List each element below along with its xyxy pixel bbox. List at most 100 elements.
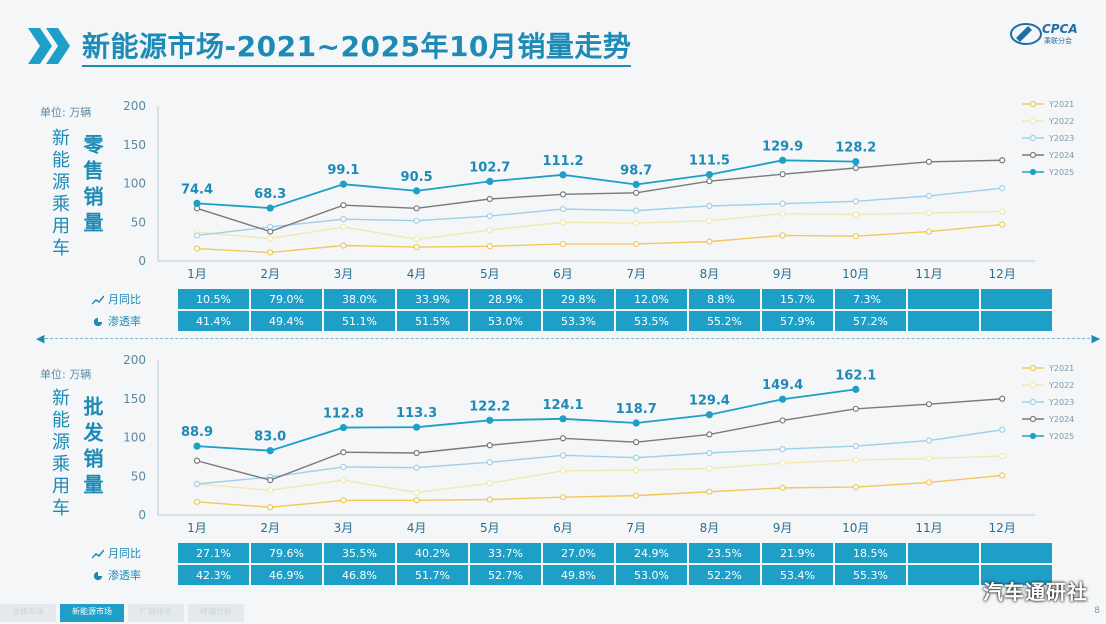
x-tick-label: 2月: [260, 267, 280, 281]
data-point: [706, 238, 713, 245]
wholesale-stats-table: 月同比 27.1% 79.6% 35.5% 40.2% 33.7% 27.0% 24.9% 23…: [88, 541, 1054, 587]
stats-cell: 51.7%: [397, 565, 468, 585]
data-point: [559, 415, 567, 423]
stats-cell: [908, 565, 979, 585]
side-title-wholesale: 新能源乘用车: [49, 388, 70, 520]
data-label-2025: 129.4: [689, 394, 730, 409]
stats-cell: [981, 311, 1052, 331]
data-point: [633, 189, 640, 196]
data-point: [340, 449, 347, 456]
data-point: [340, 477, 347, 484]
footer-tab-terminal[interactable]: 终端分析: [188, 604, 244, 622]
stats-cell: 46.8%: [324, 565, 395, 585]
cpca-logo-icon: [1010, 23, 1042, 45]
data-point: [706, 178, 713, 185]
data-label-2025: 88.9: [181, 425, 213, 440]
stats-cell: 51.1%: [324, 311, 395, 331]
x-tick-label: 10月: [842, 267, 869, 281]
stats-cell: 51.5%: [397, 311, 468, 331]
title-chevron-icon: [28, 28, 70, 64]
data-point: [706, 488, 713, 495]
data-point: [633, 492, 640, 499]
legend-label: Y2025: [1048, 432, 1074, 441]
stats-cell: 49.4%: [251, 311, 322, 331]
data-point: [706, 202, 713, 210]
data-label-2025: 102.7: [469, 160, 510, 175]
data-point: [559, 467, 567, 474]
data-point: [706, 431, 713, 438]
data-point: [852, 385, 860, 393]
data-point: [413, 187, 421, 195]
stats-cell: [908, 543, 979, 563]
legend-marker: [1029, 381, 1037, 389]
data-point: [413, 497, 420, 504]
data-point: [852, 233, 859, 240]
stats-cell: 33.9%: [397, 289, 468, 309]
data-point: [340, 463, 347, 471]
data-point: [340, 202, 347, 209]
footer-tab-ranking[interactable]: 厂商排名: [128, 604, 184, 622]
data-point: [486, 480, 493, 487]
stats-row: 渗透率 42.3% 46.9% 46.8% 51.7% 52.7% 49.8% 53.0% 52…: [90, 565, 1052, 585]
data-point: [559, 191, 567, 198]
data-point: [266, 447, 274, 455]
data-point: [340, 497, 347, 504]
data-point: [193, 232, 201, 239]
data-label-2025: 111.5: [689, 154, 730, 169]
x-tick-label: 12月: [989, 521, 1016, 535]
x-tick-label: 3月: [334, 521, 354, 535]
stats-cell: 18.5%: [835, 543, 906, 563]
data-point: [999, 472, 1006, 479]
data-point: [999, 157, 1006, 164]
footer-tab-nev[interactable]: 新能源市场: [60, 604, 124, 622]
yoy-row-label: 月同比: [90, 543, 176, 563]
series-line-y2023: [196, 429, 1003, 485]
data-point: [267, 504, 274, 511]
x-tick-label: 11月: [915, 267, 942, 281]
x-tick-label: 8月: [700, 521, 720, 535]
legend-marker: [1029, 432, 1037, 440]
page-title: 新能源市场-2021~2025年10月销量走势: [82, 30, 632, 67]
data-point: [266, 204, 274, 212]
series-line-y2021: [196, 223, 1003, 254]
x-tick-label: 6月: [553, 267, 573, 281]
legend-marker: [1029, 100, 1037, 108]
legend-label: Y2021: [1048, 364, 1074, 373]
data-point: [925, 209, 933, 217]
y-tick-label: 150: [123, 392, 146, 406]
data-point: [852, 484, 859, 491]
trend-chart-icon: [91, 295, 105, 305]
data-point: [633, 240, 640, 248]
stats-cell: [981, 543, 1052, 563]
stats-cell: 79.6%: [251, 543, 322, 563]
data-point: [193, 199, 201, 207]
data-point: [413, 236, 420, 243]
data-point: [779, 232, 786, 239]
stats-cell: 27.0%: [543, 543, 614, 563]
data-label-2025: 83.0: [254, 430, 286, 445]
stats-cell: 55.2%: [689, 311, 760, 331]
legend-label: Y2024: [1048, 151, 1074, 160]
unit-label-wholesale: 单位: 万辆: [40, 368, 92, 381]
x-tick-label: 7月: [626, 521, 646, 535]
data-point: [705, 170, 714, 179]
data-point: [633, 207, 640, 214]
series-line-y2024: [196, 159, 1003, 233]
data-point: [852, 198, 859, 205]
x-tick-label: 8月: [700, 267, 720, 281]
data-point: [267, 477, 274, 484]
data-point: [852, 158, 860, 166]
data-point: [925, 455, 933, 462]
footer-tab-overall[interactable]: 总体市场: [0, 604, 56, 622]
stats-cell: 41.4%: [178, 311, 249, 331]
brand-name: CPCA: [1042, 22, 1078, 36]
watermark-text: 汽车通研社: [983, 580, 1088, 604]
data-label-2025: 128.2: [835, 141, 876, 156]
data-label-2025: 149.4: [762, 378, 803, 393]
stats-cell: 12.0%: [616, 289, 687, 309]
trend-chart-icon: [91, 549, 105, 559]
legend-label: Y2024: [1048, 415, 1074, 424]
data-point: [779, 200, 786, 207]
data-point: [778, 395, 787, 403]
stats-cell: 53.0%: [470, 311, 541, 331]
